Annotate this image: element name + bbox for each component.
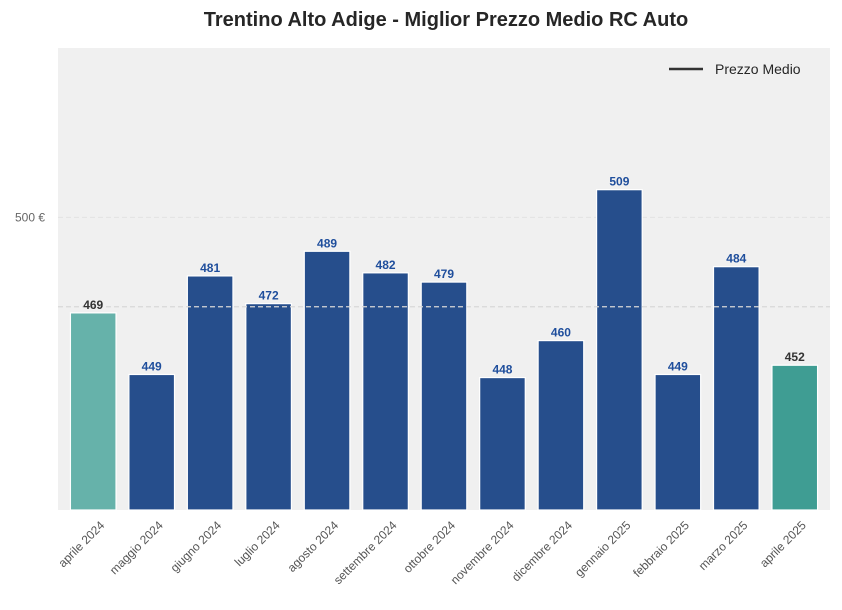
x-tick-label: maggio 2024 bbox=[107, 518, 166, 577]
bar-value-label: 472 bbox=[259, 289, 279, 303]
bar-value-label: 484 bbox=[726, 252, 746, 266]
x-tick-label: gennaio 2025 bbox=[572, 518, 634, 580]
bar bbox=[537, 340, 585, 511]
bar-value-label: 460 bbox=[551, 326, 571, 340]
bar bbox=[69, 312, 117, 511]
bar bbox=[654, 373, 702, 511]
y-axis-ticks: 500 € bbox=[15, 210, 45, 224]
bars-group bbox=[69, 189, 819, 511]
bar bbox=[362, 272, 409, 511]
x-tick-label: luglio 2024 bbox=[232, 518, 283, 569]
x-tick-label: settembre 2024 bbox=[331, 518, 400, 587]
x-tick-label: febbraio 2025 bbox=[630, 518, 692, 580]
bar bbox=[595, 189, 643, 511]
bar bbox=[771, 364, 819, 511]
x-tick-label: marzo 2025 bbox=[696, 518, 751, 573]
x-tick-label: dicembre 2024 bbox=[509, 518, 575, 584]
bar bbox=[245, 303, 293, 511]
x-tick-label: agosto 2024 bbox=[285, 518, 342, 575]
bar-value-label: 449 bbox=[668, 359, 688, 373]
x-tick-label: ottobre 2024 bbox=[401, 518, 459, 576]
legend-label: Prezzo Medio bbox=[715, 61, 801, 77]
x-tick-label: novembre 2024 bbox=[448, 518, 517, 587]
y-tick-label: 500 € bbox=[15, 210, 45, 224]
chart-title: Trentino Alto Adige - Miglior Prezzo Med… bbox=[204, 9, 688, 31]
bar-value-label: 449 bbox=[142, 359, 162, 373]
value-labels-group: 469 449 481 472 489 482 479 448 460 509 449 484 452 bbox=[83, 175, 805, 377]
legend: Prezzo Medio bbox=[669, 61, 801, 77]
bar bbox=[186, 275, 234, 511]
x-tick-label: aprile 2025 bbox=[757, 518, 809, 570]
bar bbox=[128, 373, 176, 511]
bar bbox=[303, 250, 351, 511]
x-tick-label: aprile 2024 bbox=[55, 518, 107, 570]
bar-value-label: 509 bbox=[609, 175, 629, 189]
bar bbox=[479, 376, 526, 511]
x-axis-ticks: aprile 2024 maggio 2024 giugno 2024 luglio … bbox=[55, 518, 809, 587]
bar-value-label: 482 bbox=[376, 258, 396, 272]
bar-value-label: 489 bbox=[317, 236, 337, 250]
bar-value-label: 479 bbox=[434, 267, 454, 281]
bar-value-label: 448 bbox=[492, 363, 512, 377]
bar-value-label: 452 bbox=[785, 350, 805, 364]
bar bbox=[420, 281, 468, 511]
x-tick-label: giugno 2024 bbox=[168, 518, 225, 575]
bar-value-label: 481 bbox=[200, 261, 220, 275]
bar bbox=[712, 266, 760, 511]
bar-value-label: 469 bbox=[83, 298, 103, 312]
